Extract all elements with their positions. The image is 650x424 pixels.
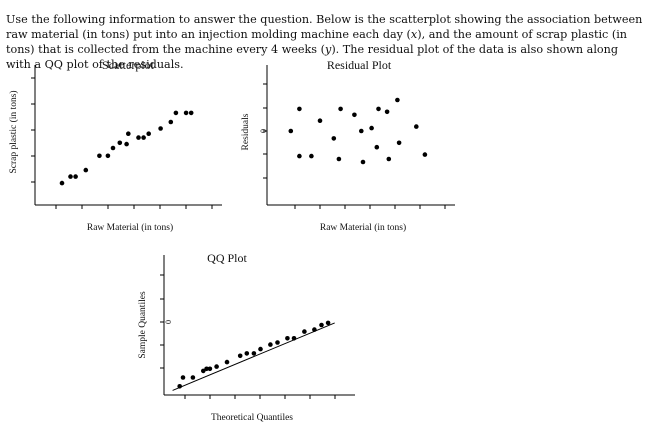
sc-point-0 xyxy=(59,180,65,186)
scatterplot-y-ticks xyxy=(31,77,35,183)
sc-point-3 xyxy=(83,167,89,173)
qq-point-12 xyxy=(268,342,273,347)
re-point-7 xyxy=(338,106,343,112)
scatterplot-title: Scatterplot xyxy=(102,58,155,72)
residual-zero-label: 0 xyxy=(259,129,268,133)
qq-point-0 xyxy=(177,384,182,389)
sc-point-9 xyxy=(126,131,131,136)
qq-chart: QQ Plot 0 Theoretical Quantiles Sample Q… xyxy=(138,251,355,423)
residual-y-ticks xyxy=(263,83,267,179)
re-point-16 xyxy=(395,97,400,103)
question-text: Use the following information to answer … xyxy=(6,13,643,72)
residual-xlabel: Raw Material (in tons) xyxy=(320,222,406,233)
qq-point-11 xyxy=(258,346,263,352)
sc-point-4 xyxy=(97,153,102,159)
qq-point-7 xyxy=(224,359,230,365)
qq-point-14 xyxy=(285,336,290,341)
re-point-9 xyxy=(359,128,364,134)
re-point-4 xyxy=(317,118,323,123)
sc-point-7 xyxy=(117,140,123,146)
qq-xlabel: Theoretical Quantiles xyxy=(211,413,293,423)
re-point-3 xyxy=(309,153,314,159)
re-point-1 xyxy=(297,106,302,112)
var-x: x xyxy=(410,28,418,42)
qq-point-13 xyxy=(275,340,280,345)
scatterplot-x-ticks xyxy=(55,205,213,209)
re-point-2 xyxy=(297,153,302,159)
residual-points xyxy=(288,97,428,165)
qq-point-2 xyxy=(190,375,196,380)
residual-x-ticks xyxy=(294,205,446,209)
re-point-17 xyxy=(396,140,402,146)
sc-point-6 xyxy=(110,145,116,151)
sc-point-12 xyxy=(146,131,151,136)
qq-point-19 xyxy=(325,320,331,326)
qq-point-18 xyxy=(319,322,324,328)
qq-points xyxy=(177,320,331,389)
qq-reference-line xyxy=(172,322,335,391)
sc-point-13 xyxy=(158,126,163,131)
qq-point-3 xyxy=(201,368,206,374)
qq-title: QQ Plot xyxy=(207,251,247,265)
sc-point-8 xyxy=(124,141,129,147)
qq-y-ticks xyxy=(160,274,164,369)
scatterplot-chart: Scatterplot Raw Material (in tons) Scrap… xyxy=(8,58,222,233)
qq-point-4 xyxy=(204,366,209,372)
qq-point-9 xyxy=(244,351,250,356)
qq-point-8 xyxy=(237,353,243,359)
qq-point-17 xyxy=(312,327,317,332)
sc-point-16 xyxy=(183,110,189,116)
re-point-0 xyxy=(288,128,294,134)
sc-point-14 xyxy=(168,119,174,125)
re-point-18 xyxy=(414,124,419,129)
scatterplot-ylabel: Scrap plastic (in tons) xyxy=(8,90,19,173)
re-point-11 xyxy=(369,125,374,131)
residual-title: Residual Plot xyxy=(327,58,392,72)
qq-point-15 xyxy=(291,336,297,341)
qq-x-ticks xyxy=(184,395,336,399)
re-point-8 xyxy=(352,112,357,118)
sc-point-5 xyxy=(105,153,111,159)
var-y: y xyxy=(324,43,332,57)
qq-point-5 xyxy=(207,366,213,372)
re-point-6 xyxy=(336,156,342,162)
sc-point-2 xyxy=(73,174,78,179)
residual-ylabel: Residuals xyxy=(241,113,251,150)
qq-point-1 xyxy=(180,375,186,380)
sc-point-10 xyxy=(136,135,141,140)
sc-point-1 xyxy=(68,174,73,179)
re-point-5 xyxy=(331,136,337,141)
qq-point-6 xyxy=(214,364,219,369)
re-point-15 xyxy=(386,156,392,162)
re-point-14 xyxy=(384,109,390,115)
re-point-10 xyxy=(360,159,366,165)
re-point-12 xyxy=(374,144,380,150)
qq-zero-label: 0 xyxy=(164,320,173,324)
scatterplot-xlabel: Raw Material (in tons) xyxy=(87,222,173,233)
re-point-19 xyxy=(422,152,428,157)
qq-point-10 xyxy=(251,351,257,356)
qq-ylabel: Sample Quantiles xyxy=(138,291,148,359)
residual-chart: Residual Plot 0 Raw Material (in tons) R… xyxy=(241,58,455,233)
sc-point-17 xyxy=(188,110,194,116)
re-point-13 xyxy=(376,106,381,112)
scatterplot-points xyxy=(59,110,194,186)
sc-point-15 xyxy=(173,110,179,116)
qq-point-16 xyxy=(302,329,307,334)
sc-point-11 xyxy=(141,135,146,140)
